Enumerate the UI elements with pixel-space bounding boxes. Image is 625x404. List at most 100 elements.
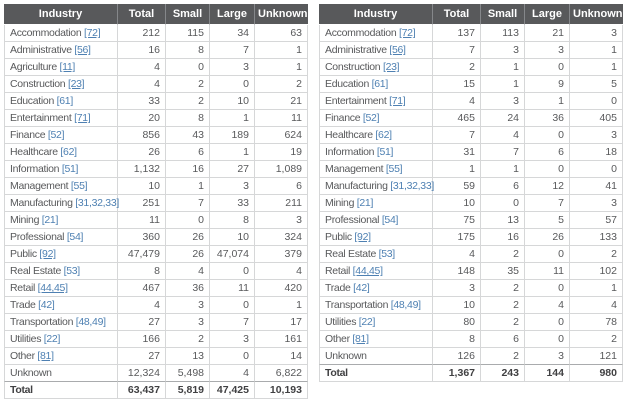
total-row: Total 63,437 5,819 47,425 10,193 [4, 381, 308, 399]
industry-code-link[interactable]: [21] [41, 214, 59, 226]
table-row: Public [92] 175 16 26 133 [319, 229, 623, 246]
table-row: Utilities [22] 166 2 3 161 [4, 331, 308, 348]
unknown-count-cell: 57 [570, 212, 623, 229]
industry-code-link[interactable]: [44,45] [37, 282, 68, 294]
total-count-cell: 4 [118, 76, 166, 93]
industry-label: Other [325, 333, 353, 345]
industry-label: Management [10, 180, 71, 192]
unknown-count-cell: 4 [570, 297, 623, 314]
industry-code-link[interactable]: [31,32,33] [75, 197, 119, 209]
industry-label: Utilities [10, 333, 44, 345]
table-row: Education [61] 33 2 10 21 [4, 93, 308, 110]
industry-cell: Mining [21] [319, 195, 433, 212]
small-count-cell: 8 [166, 110, 210, 127]
large-count-cell: 36 [525, 110, 570, 127]
industry-code-link[interactable]: [54] [66, 231, 84, 243]
small-count-cell: 36 [166, 280, 210, 297]
total-count-cell: 4 [118, 297, 166, 314]
industry-code-link[interactable]: [71] [389, 95, 406, 107]
industry-label: Manufacturing [325, 180, 391, 192]
small-count-cell: 3 [166, 314, 210, 331]
table-row: Retail [44,45] 148 35 11 102 [319, 263, 623, 280]
small-count-cell: 115 [166, 25, 210, 42]
industry-code-link[interactable]: [71] [74, 112, 91, 124]
industry-code-link[interactable]: [55] [70, 180, 88, 192]
unknown-count-cell: 6 [255, 178, 308, 195]
unknown-count-cell: 161 [255, 331, 308, 348]
large-count-cell: 0 [525, 127, 570, 144]
small-count-cell: 0 [166, 212, 210, 229]
industry-code-link[interactable]: [48,49] [390, 299, 421, 311]
large-count-cell: 0 [525, 59, 570, 76]
total-count-cell: 10 [118, 178, 166, 195]
small-count-cell: 1 [481, 161, 525, 178]
industry-code-link[interactable]: [51] [61, 163, 79, 175]
small-count-cell: 2 [166, 93, 210, 110]
industry-code-link[interactable]: [81] [37, 350, 54, 362]
unknown-count-cell: 78 [570, 314, 623, 331]
small-count-cell: 16 [166, 161, 210, 178]
industry-code-link[interactable]: [53] [378, 248, 396, 260]
industry-code-link[interactable]: [61] [371, 78, 389, 90]
large-count-cell: 0 [210, 297, 255, 314]
total-count-cell: 856 [118, 127, 166, 144]
industry-code-link[interactable]: [92] [39, 248, 56, 260]
industry-cell: Retail [44,45] [4, 280, 118, 297]
industry-cell: Trade [42] [319, 280, 433, 297]
industry-cell: Professional [54] [319, 212, 433, 229]
industry-label: Transportation [325, 299, 391, 311]
large-count-cell: 0 [525, 280, 570, 297]
industry-code-link[interactable]: [56] [389, 44, 406, 56]
total-count-cell: 1,132 [118, 161, 166, 178]
industry-code-link[interactable]: [31,32,33] [390, 180, 434, 192]
industry-label: Finance [10, 129, 48, 141]
industry-code-link[interactable]: [62] [375, 129, 392, 141]
small-count-cell: 4 [481, 127, 525, 144]
industry-code-link[interactable]: [72] [399, 27, 416, 39]
industry-code-link[interactable]: [23] [382, 61, 400, 73]
industry-cell: Finance [52] [319, 110, 433, 127]
small-count-cell: 2 [481, 314, 525, 331]
industry-code-link[interactable]: [42] [353, 282, 370, 294]
table-row: Management [55] 1 1 0 0 [319, 161, 623, 178]
col-header-industry: Industry [319, 4, 433, 25]
industry-code-link[interactable]: [61] [56, 95, 74, 107]
industry-code-link[interactable]: [72] [84, 27, 101, 39]
industry-code-link[interactable]: [55] [385, 163, 403, 175]
small-count-cell: 2 [166, 76, 210, 93]
unknown-count-cell: 2 [570, 331, 623, 348]
industry-code-link[interactable]: [56] [74, 44, 91, 56]
industry-code-link[interactable]: [48,49] [75, 316, 106, 328]
industry-code-link[interactable]: [52] [362, 112, 380, 124]
industry-code-link[interactable]: [53] [63, 265, 81, 277]
total-small-cell: 5,819 [166, 381, 210, 399]
industry-code-link[interactable]: [42] [38, 299, 55, 311]
large-count-cell: 26 [525, 229, 570, 246]
industry-label: Education [325, 78, 372, 90]
unknown-count-cell: 11 [255, 110, 308, 127]
industry-code-link[interactable]: [81] [352, 333, 369, 345]
industry-code-link[interactable]: [44,45] [352, 265, 383, 277]
industry-code-link[interactable]: [51] [376, 146, 394, 158]
industry-code-link[interactable]: [11] [59, 61, 76, 73]
industry-code-link[interactable]: [92] [354, 231, 371, 243]
industry-cell: Transportation [48,49] [4, 314, 118, 331]
industry-code-link[interactable]: [52] [47, 129, 65, 141]
col-header-total: Total [433, 4, 481, 25]
industry-code-link[interactable]: [23] [67, 78, 85, 90]
industry-code-link[interactable]: [22] [43, 333, 61, 345]
industry-code-link[interactable]: [22] [358, 316, 376, 328]
industry-code-link[interactable]: [62] [60, 146, 77, 158]
industry-code-link[interactable]: [54] [381, 214, 399, 226]
total-count-cell: 467 [118, 280, 166, 297]
industry-cell: Education [61] [4, 93, 118, 110]
industry-label: Administrative [325, 44, 390, 56]
total-count-cell: 20 [118, 110, 166, 127]
unknown-count-cell: 14 [255, 348, 308, 365]
total-count-cell: 7 [433, 42, 481, 59]
unknown-count-cell: 133 [570, 229, 623, 246]
industry-code-link[interactable]: [21] [356, 197, 374, 209]
table-row: Entertainment [71] 20 8 1 11 [4, 110, 308, 127]
large-count-cell: 6 [525, 144, 570, 161]
table-body: Accommodation [72] 137 113 21 3 Administrativ… [319, 25, 623, 382]
